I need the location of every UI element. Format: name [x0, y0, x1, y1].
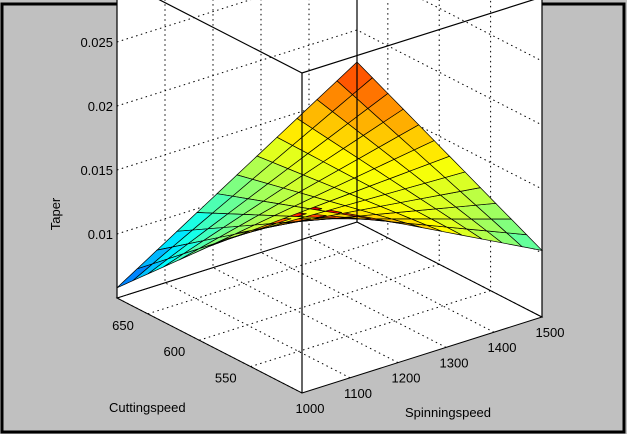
grid-line-y: [147, 0, 389, 315]
y-tick-label: 600: [164, 344, 186, 359]
x-tick-label: 1200: [392, 371, 421, 386]
y-tick-label: 550: [215, 371, 237, 386]
x-tick-label: 1100: [344, 386, 372, 401]
y-tick-label: 650: [112, 318, 134, 333]
axes-front-edges: [116, 0, 543, 393]
grid-line-z: [116, 0, 543, 62]
grid-line-y: [250, 0, 492, 368]
y-axis-label: Cuttingspeed: [109, 400, 186, 415]
grid-line-z: [116, 93, 543, 190]
z-axis-label: Taper: [48, 197, 63, 230]
grid-line-x: [260, 0, 447, 348]
z-tick-label: 0.02: [88, 99, 113, 114]
z-tick-label: 0.015: [80, 163, 113, 178]
grid-line-z: [116, 29, 543, 126]
box-top-edge: [158, 0, 535, 74]
x-axis-label: Spinningspeed: [405, 405, 491, 420]
grid-line-x: [164, 0, 351, 379]
grid-line-x: [308, 0, 495, 333]
surface-cell: [116, 263, 153, 289]
grid-line-y: [199, 0, 440, 341]
grid-line-x: [212, 0, 399, 364]
x-tick-label: 1500: [536, 325, 565, 340]
tick-labels: 1000 1100 1200 1300 1400 1500 550 600 650 0.01 0.0…: [80, 35, 564, 416]
x-tick-label: 1400: [488, 340, 517, 355]
x-tick-label: 1000: [296, 401, 325, 416]
surface-mesh: [116, 61, 544, 289]
z-tick-label: 0.01: [88, 227, 113, 242]
z-tick-label: 0.025: [80, 35, 113, 50]
axes-back-panes: [115, 0, 544, 394]
x-tick-label: 1300: [440, 355, 469, 370]
